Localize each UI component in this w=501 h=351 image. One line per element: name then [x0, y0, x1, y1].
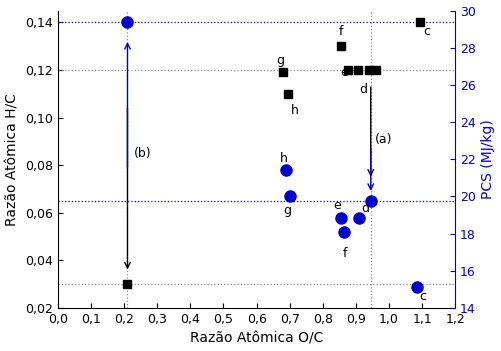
Y-axis label: Razão Atômica H/C: Razão Atômica H/C	[6, 93, 20, 226]
Text: f: f	[338, 26, 343, 39]
Text: c: c	[423, 26, 430, 39]
Text: g: g	[283, 204, 291, 217]
Text: h: h	[291, 104, 299, 117]
Text: g: g	[277, 54, 285, 67]
Text: f: f	[343, 247, 347, 260]
X-axis label: Razão Atômica O/C: Razão Atômica O/C	[190, 331, 323, 345]
Text: e: e	[334, 199, 342, 212]
Text: (a): (a)	[375, 133, 393, 146]
Text: (b): (b)	[134, 147, 152, 160]
Text: h: h	[280, 152, 288, 165]
Text: e: e	[340, 66, 348, 79]
Y-axis label: PCS (MJ/kg): PCS (MJ/kg)	[481, 119, 495, 199]
Text: d: d	[362, 201, 369, 214]
Text: d: d	[359, 82, 367, 95]
Text: c: c	[420, 290, 427, 303]
